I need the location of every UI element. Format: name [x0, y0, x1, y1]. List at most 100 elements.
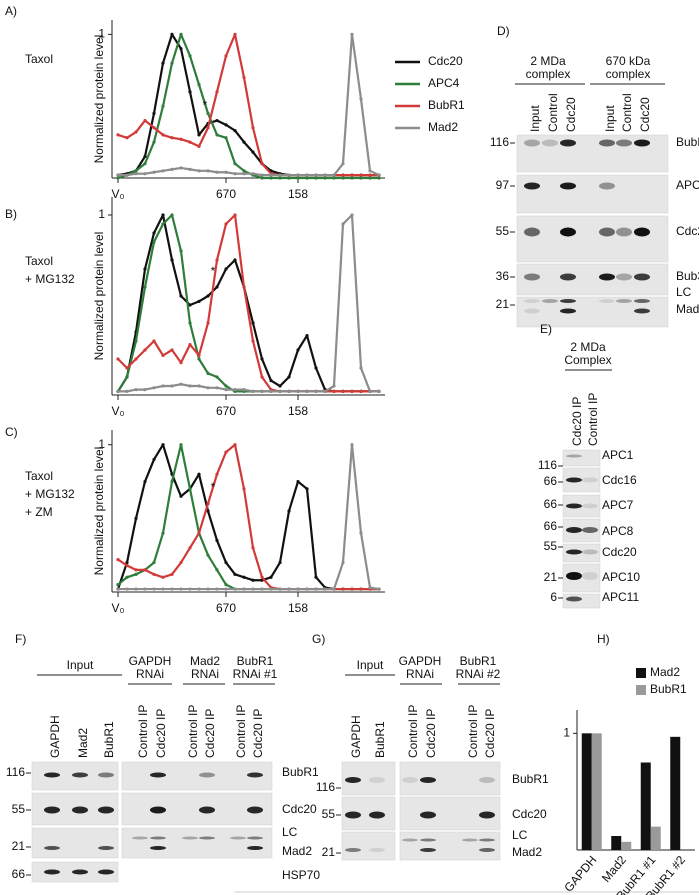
- x-tick-label: 158: [288, 404, 308, 418]
- lane-label: Cdc20: [564, 97, 578, 132]
- data-point: [116, 583, 120, 587]
- blot-band: [566, 477, 582, 483]
- data-point: [206, 111, 210, 115]
- blot-band: [634, 227, 650, 237]
- data-point: [206, 509, 210, 513]
- data-point: [278, 173, 282, 177]
- data-point: [197, 472, 201, 476]
- data-point: [251, 126, 255, 130]
- data-point: [377, 587, 381, 591]
- data-point: [224, 136, 228, 140]
- panel-label: D): [497, 24, 510, 38]
- data-point: [224, 222, 228, 226]
- data-point: [215, 386, 219, 390]
- data-point: [116, 133, 120, 137]
- data-point: [161, 213, 165, 217]
- lane-label: Control IP: [586, 393, 600, 446]
- data-point: [215, 538, 219, 543]
- data-point: [197, 531, 201, 535]
- protein-label: BubR1: [282, 765, 319, 779]
- group-label: BubR1: [237, 654, 274, 668]
- blot-band: [634, 308, 650, 314]
- blot-band: [150, 846, 166, 850]
- data-point: [296, 389, 300, 393]
- blot-band: [479, 838, 495, 842]
- blot-band: [44, 806, 60, 814]
- data-point: [368, 176, 372, 180]
- blot-band: [182, 836, 198, 840]
- size-marker: 116: [316, 780, 335, 794]
- blot-band: [44, 772, 60, 778]
- data-point: [224, 388, 228, 392]
- size-marker: 66: [544, 497, 558, 511]
- data-point: [179, 361, 183, 365]
- data-point: [206, 169, 210, 173]
- data-point: [197, 133, 201, 137]
- data-point: [134, 172, 138, 176]
- data-point: [179, 166, 183, 170]
- data-point: [305, 487, 309, 491]
- lane-label: Cdc20 IP: [570, 397, 584, 446]
- lane-label: Control IP: [466, 705, 480, 758]
- bar: [650, 826, 661, 850]
- data-point: [296, 348, 300, 352]
- y-tick-label: 1: [563, 726, 570, 740]
- data-point: [161, 531, 165, 535]
- data-point: [242, 285, 246, 289]
- data-point: [323, 173, 327, 177]
- data-point: [251, 172, 255, 176]
- data-point: [350, 173, 354, 177]
- blot-band: [582, 477, 598, 483]
- data-point: [341, 173, 345, 177]
- data-point: [161, 587, 165, 591]
- group-label: GAPDH: [399, 654, 442, 668]
- legend-label: Mad2: [650, 665, 680, 679]
- data-point: [350, 389, 354, 393]
- data-point: [251, 150, 255, 154]
- condition-label: Taxol: [25, 254, 53, 268]
- condition-label: + ZM: [25, 505, 53, 519]
- data-point: [278, 560, 282, 565]
- lane-label: Cdc20 IP: [251, 709, 265, 758]
- blot-band: [566, 503, 582, 509]
- data-point: [296, 479, 300, 484]
- bar: [591, 733, 602, 850]
- data-point: [179, 249, 183, 253]
- legend-label: APC4: [428, 76, 460, 90]
- blot-band: [599, 227, 615, 237]
- blot-band: [150, 806, 166, 814]
- blot-band: [560, 182, 576, 190]
- data-point: [350, 32, 354, 36]
- blot-band: [420, 811, 436, 819]
- blot-band: [599, 139, 615, 147]
- size-marker: 21: [322, 845, 336, 859]
- blot-band: [599, 273, 615, 281]
- blot-band: [524, 139, 540, 147]
- data-point: [170, 61, 174, 65]
- size-marker: 55: [544, 539, 558, 553]
- bar: [640, 762, 651, 850]
- group-label: 2 MDa: [570, 340, 606, 354]
- data-point: [152, 240, 156, 244]
- lane-label: GAPDH: [48, 715, 62, 758]
- data-point: [296, 173, 300, 177]
- blot-band: [566, 454, 582, 458]
- blot-band: [420, 838, 436, 842]
- size-marker: 36: [496, 269, 510, 283]
- blot-strip: [562, 543, 601, 563]
- y-tick-label: 1: [98, 27, 105, 41]
- data-point: [206, 502, 210, 506]
- data-point: [260, 176, 264, 180]
- blot-band: [247, 806, 263, 814]
- data-point: [215, 472, 219, 476]
- data-point: [269, 389, 273, 393]
- data-point: [233, 443, 237, 447]
- x-tick-label: V₀: [112, 601, 125, 615]
- blot-band: [524, 299, 540, 303]
- data-point: [143, 568, 147, 572]
- bar: [621, 841, 632, 850]
- data-point: [161, 169, 165, 173]
- blot-band: [72, 772, 88, 778]
- data-point: [170, 348, 174, 352]
- protein-label: Cdc20: [282, 802, 317, 816]
